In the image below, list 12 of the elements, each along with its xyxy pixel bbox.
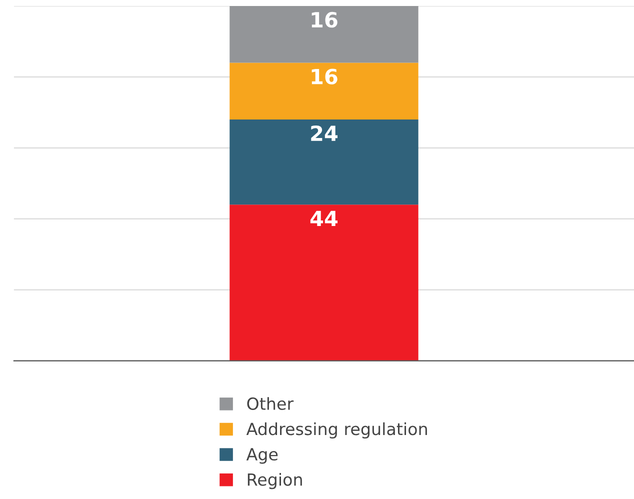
data-label: 16 (312, 12, 338, 28)
bar (230, 120, 418, 205)
bar (230, 6, 418, 63)
data-label: 16 (312, 68, 338, 84)
legend-label: Addressing regulation (246, 422, 427, 438)
data-label: 24 (311, 125, 338, 141)
legend-label: Region (248, 472, 302, 490)
legend-label: Age (246, 448, 278, 464)
legend-label: Other (247, 397, 294, 410)
bar (230, 204, 418, 361)
bar (230, 62, 418, 120)
data-label: 44 (310, 210, 338, 226)
